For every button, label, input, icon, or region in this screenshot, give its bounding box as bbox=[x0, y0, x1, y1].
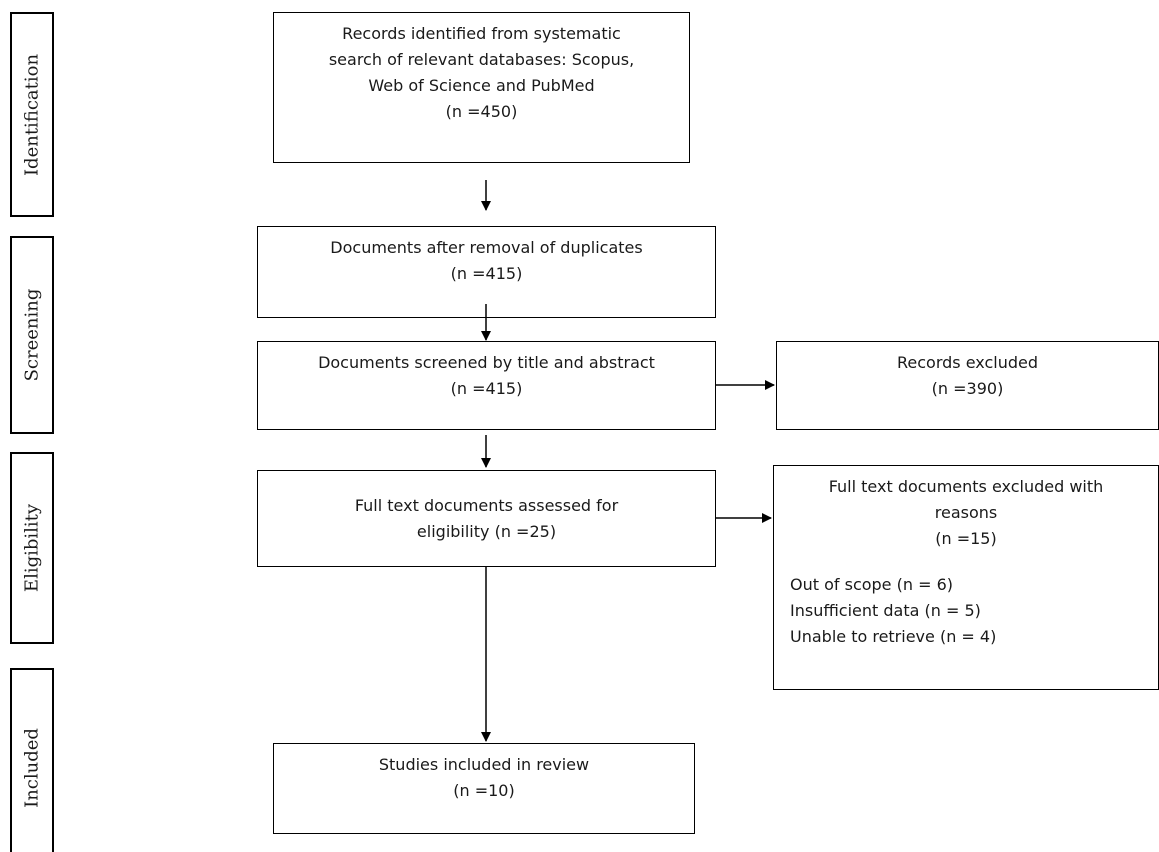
exclusion-reason: Unable to retrieve (n = 4) bbox=[790, 627, 997, 646]
exclusion-reason: Insufficient data (n = 5) bbox=[790, 601, 981, 620]
box-line: Documents screened by title and abstract bbox=[318, 353, 655, 372]
box-line: Web of Science and PubMed bbox=[368, 76, 595, 95]
box-line: (n =450) bbox=[445, 102, 518, 121]
studies-included-box: Studies included in review (n =10) bbox=[273, 743, 695, 834]
stage-screening: Screening bbox=[10, 236, 54, 434]
records-identified-box: Records identified from systematic searc… bbox=[273, 12, 690, 163]
box-line: Records identified from systematic bbox=[342, 24, 621, 43]
box-line: Full text documents excluded with bbox=[828, 477, 1104, 496]
documents-deduplicated-box: Documents after removal of duplicates (n… bbox=[257, 226, 716, 318]
records-excluded-box: Records excluded (n =390) bbox=[776, 341, 1159, 430]
full-text-excluded-box: Full text documents excluded with reason… bbox=[773, 465, 1159, 690]
documents-screened-box: Documents screened by title and abstract… bbox=[257, 341, 716, 430]
box-line: eligibility (n =25) bbox=[416, 522, 557, 541]
exclusion-reason: Out of scope (n = 6) bbox=[790, 575, 953, 594]
stage-eligibility: Eligibility bbox=[10, 452, 54, 644]
box-line: (n =415) bbox=[450, 379, 523, 398]
box-line: Documents after removal of duplicates bbox=[330, 238, 643, 257]
box-line: Full text documents assessed for bbox=[354, 496, 619, 515]
box-line: (n =10) bbox=[453, 781, 515, 800]
box-line: (n =390) bbox=[931, 379, 1004, 398]
stage-included: Included bbox=[10, 668, 54, 852]
box-line: (n =15) bbox=[935, 529, 997, 548]
box-line: Studies included in review bbox=[378, 755, 590, 774]
box-line: search of relevant databases: Scopus, bbox=[328, 50, 635, 69]
box-line: reasons bbox=[934, 503, 998, 522]
box-line: Records excluded bbox=[897, 353, 1038, 372]
exclusion-reasons-list: Out of scope (n = 6) Insufficient data (… bbox=[774, 572, 1158, 650]
full-text-assessed-box: Full text documents assessed for eligibi… bbox=[257, 470, 716, 567]
box-line: (n =415) bbox=[450, 264, 523, 283]
stage-identification: Identification bbox=[10, 12, 54, 217]
